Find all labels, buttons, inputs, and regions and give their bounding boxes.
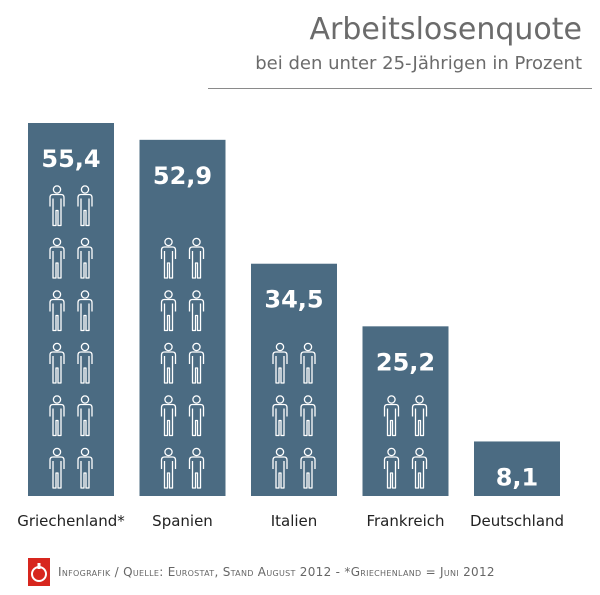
category-label: Griechenland*	[17, 512, 125, 530]
category-label: Deutschland	[470, 512, 564, 530]
category-label: Spanien	[152, 512, 213, 530]
people-icon	[383, 395, 428, 489]
ig-metall-logo-icon	[28, 558, 50, 586]
bar-spanien	[139, 139, 226, 496]
category-label: Italien	[271, 512, 318, 530]
bar-chart: 55,4 Griechenland* 52,9 Spanien 34,5 Italien 2…	[17, 123, 564, 530]
bar-griechenland	[28, 123, 114, 496]
value-label: 52,9	[153, 162, 212, 190]
people-icon	[160, 237, 205, 489]
bar-frankreich	[362, 326, 449, 496]
value-label: 8,1	[496, 463, 539, 491]
people-icon	[49, 185, 93, 489]
category-label: Frankreich	[366, 512, 444, 530]
value-label: 25,2	[376, 348, 435, 376]
page-subtitle: bei den unter 25-Jährigen in Prozent	[255, 53, 582, 74]
page-title: Arbeitslosenquote	[309, 12, 582, 47]
value-label: 34,5	[264, 286, 323, 314]
source-note: Infografik / Quelle: Eurostat, Stand Aug…	[58, 565, 495, 579]
people-icon	[272, 342, 316, 489]
title-divider	[208, 88, 592, 89]
value-label: 55,4	[41, 145, 100, 173]
footer: Infografik / Quelle: Eurostat, Stand Aug…	[28, 557, 495, 587]
bar-italien	[251, 263, 337, 496]
bar-deutschland	[474, 441, 560, 496]
